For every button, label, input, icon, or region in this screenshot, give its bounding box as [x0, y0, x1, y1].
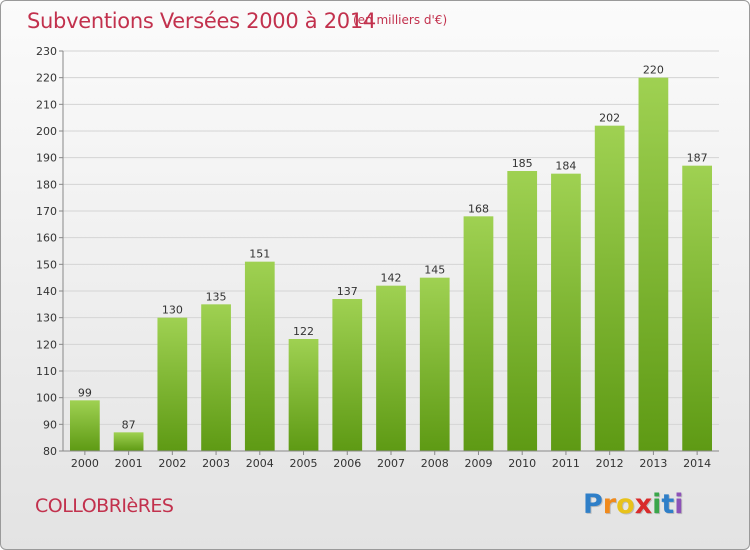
bar-2003	[201, 304, 231, 451]
bar-2005	[288, 339, 319, 451]
bar-2001	[113, 432, 144, 451]
data-label-2000: 99	[78, 386, 92, 399]
bar-2011	[551, 173, 581, 451]
x-tick-label: 2005	[290, 457, 318, 470]
y-tick-label: 210	[36, 98, 57, 111]
bar-2014	[682, 165, 713, 451]
logo-letter: i	[652, 489, 662, 520]
bar-2013	[638, 77, 669, 452]
x-tick-label: 2001	[115, 457, 143, 470]
y-axis-ticks: 80 90 100 110 120 130 140 150 160 170 180 190 200 210…	[36, 45, 63, 458]
data-label-2009: 168	[468, 202, 489, 215]
y-tick-label: 220	[36, 72, 57, 85]
bar-chart: 80 90 100 110 120 130 140 150 160 170 180 190 200 210…	[36, 45, 719, 470]
data-label-2013: 220	[643, 64, 664, 77]
axes	[62, 51, 719, 452]
x-tick-label: 2004	[246, 457, 274, 470]
logo-letter: r	[602, 489, 617, 520]
y-tick-label: 110	[36, 365, 57, 378]
x-tick-label: 2013	[639, 457, 667, 470]
x-tick-label: 2010	[508, 457, 536, 470]
x-tick-label: 2014	[683, 457, 711, 470]
data-label-2003: 135	[206, 290, 227, 303]
y-tick-label: 130	[36, 312, 57, 325]
bar-2004	[244, 261, 275, 451]
y-tick-label: 200	[36, 125, 57, 138]
data-label-2004: 151	[249, 248, 270, 261]
bar-2007	[376, 285, 406, 451]
chart-title: Subventions Versées 2000 à 2014	[27, 9, 376, 33]
data-label-2008: 145	[424, 264, 445, 277]
bar-2010	[507, 171, 538, 451]
data-label-2002: 130	[162, 304, 183, 317]
logo-letter: t	[661, 489, 675, 520]
bar-2009	[463, 216, 494, 451]
bar-2008	[419, 277, 450, 451]
data-label-2010: 185	[512, 157, 533, 170]
data-label-2011: 184	[555, 160, 576, 173]
data-label-2001: 87	[122, 418, 136, 431]
logo-letter: o	[616, 489, 635, 520]
y-tick-label: 80	[43, 445, 57, 458]
data-label-2005: 122	[293, 325, 314, 338]
data-label-2007: 142	[381, 272, 402, 285]
bar-2006	[332, 299, 363, 451]
y-tick-label: 120	[36, 338, 57, 351]
x-tick-label: 2009	[464, 457, 492, 470]
y-tick-label: 170	[36, 205, 57, 218]
y-tick-label: 180	[36, 178, 57, 191]
bar-2000	[69, 400, 100, 451]
y-tick-label: 160	[36, 232, 57, 245]
y-tick-label: 90	[43, 418, 57, 431]
x-tick-label: 2008	[421, 457, 449, 470]
y-tick-label: 100	[36, 392, 57, 405]
x-tick-label: 2011	[552, 457, 580, 470]
data-label-2006: 137	[337, 285, 358, 298]
x-axis-ticks: 2000 2001 2002 2003 2004 2005 2006 2007 2008 2009…	[71, 451, 711, 470]
x-tick-label: 2012	[596, 457, 624, 470]
commune-name: COLLOBRIèRES	[35, 495, 174, 517]
x-tick-label: 2000	[71, 457, 99, 470]
y-tick-label: 190	[36, 152, 57, 165]
logo-letter: P	[583, 489, 603, 520]
y-tick-label: 230	[36, 45, 57, 58]
bar-2012	[594, 125, 625, 452]
y-tick-label: 150	[36, 258, 57, 271]
data-label-2014: 187	[687, 152, 708, 165]
bars: 99 87 130 135 151 122 137 142 145 168 185 184 202 220…	[69, 64, 713, 452]
bar-2002	[157, 317, 188, 451]
x-tick-label: 2002	[158, 457, 186, 470]
logo-letter: i	[674, 489, 684, 520]
proxiti-logo: Proxiti	[583, 489, 684, 520]
y-tick-label: 140	[36, 285, 57, 298]
x-tick-label: 2006	[333, 457, 361, 470]
x-tick-label: 2007	[377, 457, 405, 470]
data-label-2012: 202	[599, 112, 620, 125]
x-tick-label: 2003	[202, 457, 230, 470]
chart-subtitle: (en milliers d'€)	[353, 13, 448, 27]
logo-letter: x	[634, 489, 653, 520]
